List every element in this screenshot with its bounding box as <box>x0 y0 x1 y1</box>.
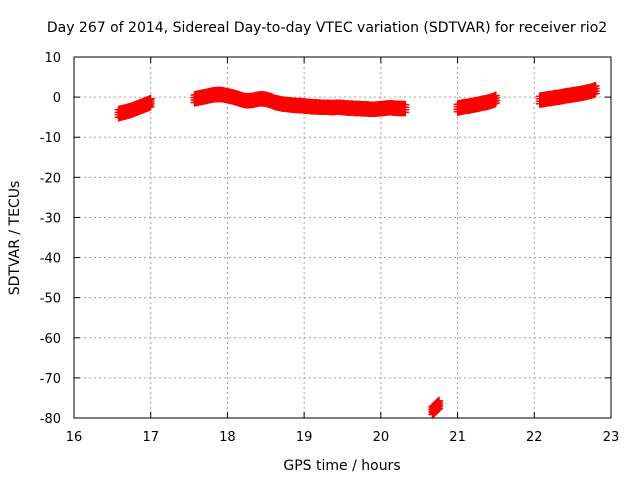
axis-ticks <box>73 56 612 419</box>
y-tick-label: -50 <box>40 292 61 307</box>
data-series-1 <box>114 94 155 122</box>
x-tick-label: 21 <box>449 430 466 445</box>
y-tick-labels: 10 0 -10 -20 -30 -40 -50 -60 -70 -80 <box>40 51 61 427</box>
data-point <box>591 89 600 98</box>
grid-lines <box>74 57 611 418</box>
y-tick-label: -10 <box>40 131 61 146</box>
data-series-3 <box>428 396 444 419</box>
data-point <box>435 404 444 413</box>
y-tick-label: -20 <box>40 171 61 186</box>
data-points <box>114 81 600 419</box>
data-point <box>146 102 155 111</box>
y-tick-label: -80 <box>40 412 61 427</box>
y-axis-label: SDTVAR / TECUs <box>7 181 23 296</box>
chart-title: Day 267 of 2014, Sidereal Day-to-day VTE… <box>47 20 607 36</box>
plot-frame <box>73 56 612 419</box>
data-series-2 <box>190 86 410 118</box>
x-tick-label: 23 <box>603 430 620 445</box>
x-tick-label: 20 <box>373 430 390 445</box>
data-series-4 <box>453 91 500 116</box>
y-tick-label: 10 <box>44 51 61 66</box>
x-tick-label: 19 <box>296 430 313 445</box>
y-tick-label: -30 <box>40 211 61 226</box>
x-tick-label: 17 <box>142 430 159 445</box>
y-tick-label: -70 <box>40 372 61 387</box>
x-tick-labels: 16 17 18 19 20 21 22 23 <box>66 430 620 445</box>
x-axis-label: GPS time / hours <box>283 458 400 474</box>
x-tick-label: 22 <box>526 430 543 445</box>
y-tick-label: -40 <box>40 252 61 267</box>
x-tick-label: 16 <box>66 430 83 445</box>
data-point <box>401 108 410 117</box>
y-tick-label: 0 <box>53 91 61 106</box>
data-point <box>491 99 500 108</box>
x-tick-label: 18 <box>219 430 236 445</box>
data-series-5 <box>535 81 600 108</box>
y-tick-label: -60 <box>40 332 61 347</box>
